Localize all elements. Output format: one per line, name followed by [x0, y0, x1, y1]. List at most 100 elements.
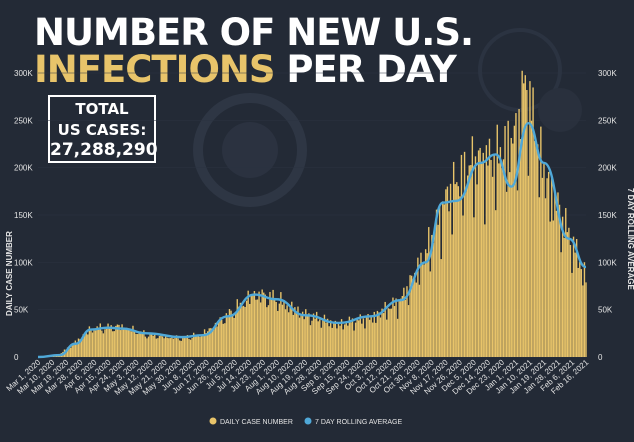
daily-case-bar [345, 322, 347, 357]
daily-case-bar [267, 305, 270, 357]
daily-case-bar [382, 313, 385, 357]
daily-case-bar [286, 305, 288, 357]
daily-case-bar [183, 337, 186, 357]
daily-case-bar [191, 337, 193, 357]
daily-case-bar [381, 308, 383, 357]
daily-case-bar [527, 175, 530, 357]
daily-case-bar [119, 330, 122, 357]
daily-case-bar [143, 330, 145, 357]
daily-case-bar [426, 253, 428, 357]
daily-case-bar [129, 329, 131, 357]
daily-case-bar [558, 204, 561, 357]
daily-case-bar [309, 325, 312, 357]
daily-case-bar [403, 287, 405, 357]
daily-case-bar [71, 343, 73, 357]
daily-case-bar [297, 306, 299, 357]
y-axis-title-right: 7 DAY ROLLING AVERAGE [626, 188, 634, 290]
daily-case-bar [256, 299, 259, 357]
daily-case-bar [435, 209, 438, 357]
daily-case-bar [292, 314, 295, 357]
daily-case-bar [452, 161, 455, 357]
bars-layer [38, 70, 587, 358]
daily-case-bar [463, 151, 466, 357]
daily-case-bar [239, 302, 242, 357]
daily-case-bar [432, 242, 435, 357]
daily-case-bar [230, 310, 232, 357]
daily-case-bar [138, 332, 140, 357]
y-tick-label-right: 100K [598, 258, 617, 267]
daily-case-bar [231, 315, 234, 357]
daily-case-bar [283, 299, 285, 357]
daily-case-bar [133, 330, 136, 357]
daily-case-bar [571, 272, 573, 357]
daily-case-bar [303, 319, 305, 357]
daily-case-bar [457, 186, 460, 357]
daily-case-bar [485, 145, 488, 357]
daily-case-bar [490, 160, 492, 357]
daily-case-bar [227, 315, 229, 357]
daily-case-bar [178, 340, 181, 357]
daily-case-bar [74, 340, 77, 357]
daily-case-bar [315, 311, 318, 357]
daily-case-bar [443, 204, 446, 357]
daily-case-bar [107, 323, 109, 357]
daily-case-bar [88, 326, 91, 357]
y-tick-label-right: 200K [598, 164, 617, 173]
daily-case-bar [423, 264, 425, 357]
daily-case-bar [233, 318, 235, 357]
daily-case-bar [462, 215, 464, 357]
daily-case-bar [334, 320, 337, 357]
daily-case-bar [147, 336, 150, 357]
daily-case-bar [390, 308, 393, 357]
daily-case-bar [415, 282, 418, 357]
daily-case-bar [245, 300, 248, 357]
daily-case-bar [488, 138, 491, 357]
daily-case-bar [174, 338, 176, 357]
daily-case-bar [270, 299, 273, 357]
daily-case-bar [306, 314, 309, 357]
daily-case-bar [112, 331, 114, 357]
daily-case-bar [504, 126, 506, 357]
daily-case-bar [507, 120, 509, 357]
daily-case-bar [482, 152, 484, 357]
daily-case-bar [420, 252, 422, 357]
daily-case-bar [266, 307, 268, 357]
daily-case-bar [479, 147, 481, 357]
daily-case-bar [85, 332, 87, 357]
daily-case-bar [378, 312, 380, 357]
daily-case-bar [322, 319, 324, 357]
daily-case-bar [340, 319, 343, 357]
daily-case-bar [582, 285, 584, 357]
daily-case-bar [554, 192, 556, 357]
daily-case-bar [331, 327, 333, 357]
daily-case-bar [77, 338, 80, 357]
daily-case-bar [244, 306, 246, 357]
daily-case-bar [275, 301, 277, 357]
daily-case-bar [269, 291, 271, 357]
daily-case-bar [66, 347, 69, 357]
daily-case-bar [533, 140, 536, 357]
daily-case-bar [121, 324, 123, 357]
daily-case-bar [216, 326, 218, 357]
daily-case-bar [496, 124, 498, 357]
total-cases-label-line1: TOTAL [75, 100, 129, 118]
daily-case-bar [161, 336, 164, 357]
daily-case-bar [400, 298, 402, 357]
daily-case-bar [384, 301, 386, 357]
daily-case-bar [200, 336, 203, 357]
y-tick-label-right: 50K [598, 306, 613, 315]
daily-case-bar [250, 295, 252, 357]
y-tick-label-left: 0 [14, 353, 19, 362]
daily-case-bar [314, 318, 316, 357]
daily-case-bar [393, 306, 396, 357]
daily-case-bar [146, 338, 148, 357]
daily-case-bar [376, 310, 379, 357]
daily-case-bar [372, 322, 374, 357]
daily-case-bar [264, 294, 266, 357]
daily-case-bar [418, 284, 421, 357]
daily-case-bar [222, 323, 224, 357]
daily-case-bar [175, 335, 178, 357]
daily-case-bar [333, 321, 335, 357]
daily-case-bar [359, 314, 361, 357]
